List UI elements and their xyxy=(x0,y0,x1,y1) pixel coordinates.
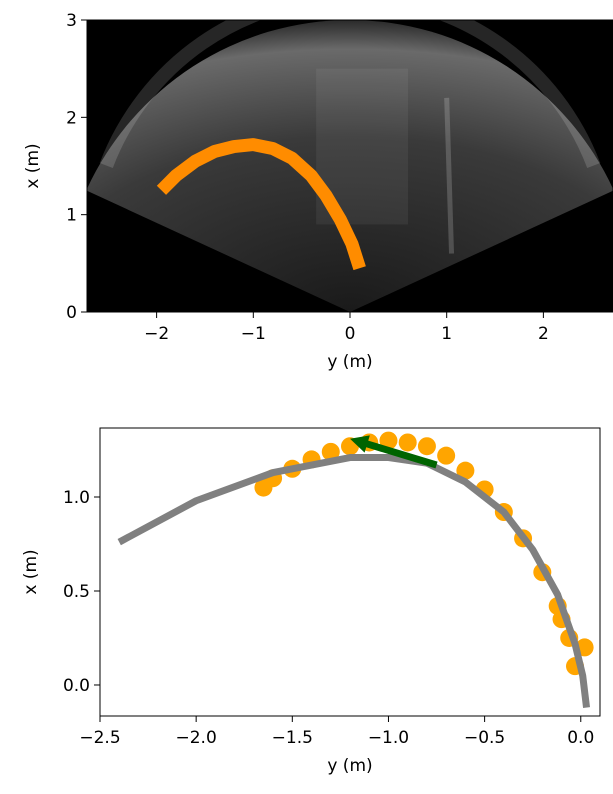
y-tick-label: 0.0 xyxy=(63,676,90,696)
axes-frame xyxy=(99,427,601,717)
sonar-fan xyxy=(87,20,613,312)
sonar-rim xyxy=(99,20,601,168)
segmentation-overlay xyxy=(156,138,366,271)
x-tick-label: −2.0 xyxy=(176,728,217,748)
y-tick-label: 3 xyxy=(66,11,77,31)
x-tick-label: −1.5 xyxy=(272,728,313,748)
x-tick-label: −2.5 xyxy=(79,728,120,748)
x-tick-label: −1 xyxy=(241,324,266,344)
plot-area xyxy=(87,20,613,312)
x-axis-label: y (m) xyxy=(327,352,372,372)
x-tick-label: −2 xyxy=(144,324,169,344)
x-tick-label: 0.0 xyxy=(567,728,594,748)
scatter-point xyxy=(437,446,456,465)
y-tick-label: 1.0 xyxy=(63,488,90,508)
x-tick-label: 0 xyxy=(345,324,356,344)
y-tick-label: 0 xyxy=(66,303,77,323)
scatter-point xyxy=(456,461,475,480)
sonar-streak xyxy=(444,97,455,254)
x-tick-label: −1.0 xyxy=(368,728,409,748)
fitted-curve xyxy=(117,454,591,708)
x-axis-label: y (m) xyxy=(327,756,372,776)
y-axis-label: x (m) xyxy=(23,143,43,188)
x-tick-label: −0.5 xyxy=(464,728,505,748)
y-tick-label: 0.5 xyxy=(63,582,90,602)
y-tick-label: 2 xyxy=(66,108,77,128)
y-axis-label: x (m) xyxy=(21,549,41,594)
y-tick-label: 1 xyxy=(66,206,77,226)
plot-area xyxy=(117,431,594,708)
direction-arrow xyxy=(350,435,438,469)
scatter-point xyxy=(398,433,417,452)
x-tick-label: 2 xyxy=(538,324,549,344)
scatter-point xyxy=(379,431,398,450)
scatter-point xyxy=(417,437,436,456)
scatter-point xyxy=(321,442,340,461)
x-tick-label: 1 xyxy=(441,324,452,344)
